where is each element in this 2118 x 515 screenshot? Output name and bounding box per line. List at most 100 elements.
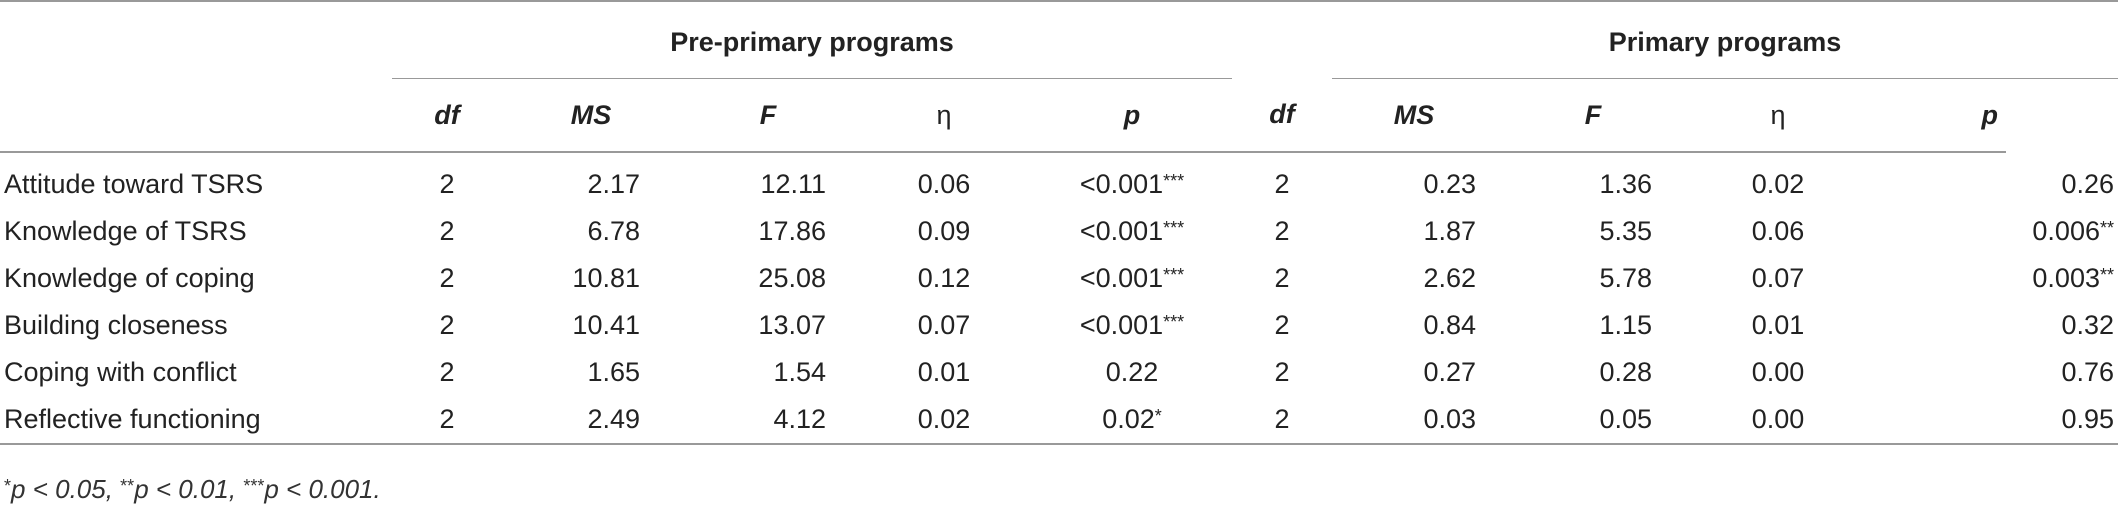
cell-pri-eta: 0.07: [1751, 263, 1805, 293]
cell-pre-p: 0.02*: [1032, 396, 1232, 444]
cell-pre-eta: 0.12: [917, 263, 971, 293]
col-header-pri-df: df: [1232, 78, 1332, 153]
cell-pri-eta: 0.00: [1751, 404, 1805, 434]
col-header-pri-ms: MS: [1332, 78, 1496, 153]
group-header-row: Pre-primary programs Primary programs: [0, 6, 2118, 79]
cell-pri-f: 1.36: [1599, 169, 1652, 199]
group-header-pri: Primary programs: [1332, 6, 2118, 79]
cell-pre-eta: 0.09: [917, 216, 971, 246]
cell-pri-df: 2: [1274, 310, 1290, 340]
cell-pre-ms: 10.81: [572, 263, 640, 293]
cell-pre-p: <0.001***: [1032, 208, 1232, 255]
significance-stars: ***: [1163, 218, 1185, 238]
cell-pre-p: 0.22: [1032, 349, 1232, 396]
cell-pre-f: 17.86: [758, 216, 826, 246]
cell-pre-eta: 0.01: [917, 357, 971, 387]
significance-stars: ***: [1163, 312, 1185, 332]
footnote-star-1: *: [4, 476, 12, 496]
cell-pri-ms: 0.03: [1423, 404, 1476, 434]
cell-pre-f: 12.11: [760, 169, 826, 199]
significance-stars: **: [2099, 265, 2114, 285]
p-value: <0.001: [1079, 263, 1164, 293]
cell-pre-p: <0.001***: [1032, 152, 1232, 208]
cell-pre-p: <0.001***: [1032, 255, 1232, 302]
footnote-text-2: p < 0.01,: [134, 474, 244, 504]
footnote-star-3: ***: [243, 476, 265, 496]
cell-pre-ms: 6.78: [587, 216, 640, 246]
cell-pre-ms: 10.41: [572, 310, 640, 340]
col-header-pre-df: df: [392, 78, 502, 153]
cell-pre-ms: 1.65: [587, 357, 640, 387]
cell-pri-p: 0.95: [1866, 396, 2118, 444]
group-header-pre: Pre-primary programs: [392, 6, 1232, 79]
col-header-pre-eta: η: [856, 78, 1032, 153]
row-label: Attitude toward TSRS: [4, 169, 264, 199]
significance-stars: **: [2099, 218, 2114, 238]
row-label: Knowledge of TSRS: [4, 216, 247, 246]
p-value: <0.001: [1079, 169, 1164, 199]
cell-pri-df: 2: [1274, 357, 1290, 387]
p-value: 0.02: [1102, 404, 1155, 434]
cell-pri-f: 0.28: [1599, 357, 1652, 387]
top-rule: [0, 0, 2118, 6]
col-header-pri-f: F: [1496, 78, 1690, 153]
table-row: Coping with conflict 2 1.65 1.54 0.01 0.…: [0, 349, 2118, 396]
cell-pri-p: 0.32: [1866, 302, 2118, 349]
cell-pri-eta: 0.01: [1751, 310, 1805, 340]
row-label: Coping with conflict: [4, 357, 237, 387]
cell-pre-eta: 0.06: [917, 169, 971, 199]
cell-pre-df: 2: [439, 263, 455, 293]
cell-pri-df: 2: [1274, 404, 1290, 434]
p-value: 0.95: [2061, 404, 2114, 434]
cell-pri-ms: 0.27: [1423, 357, 1476, 387]
table-row: Knowledge of coping 2 10.81 25.08 0.12 <…: [0, 255, 2118, 302]
cell-pre-p: <0.001***: [1032, 302, 1232, 349]
p-value: 0.22: [1105, 357, 1159, 387]
significance-stars: ***: [1163, 265, 1185, 285]
cell-pri-p: 0.76: [1866, 349, 2118, 396]
cell-pre-f: 1.54: [773, 357, 826, 387]
cell-pri-f: 0.05: [1599, 404, 1652, 434]
cell-pri-ms: 2.62: [1423, 263, 1476, 293]
col-header-pre-ms: MS: [502, 78, 680, 153]
p-value: 0.006: [2032, 216, 2100, 246]
cell-pre-f: 4.12: [773, 404, 826, 434]
p-value: 0.76: [2061, 357, 2114, 387]
anova-table: Pre-primary programs Primary programs df…: [0, 0, 2118, 447]
cell-pri-f: 5.35: [1599, 216, 1652, 246]
footnote-text-3: p < 0.001.: [264, 474, 381, 504]
cell-pri-p: 0.006**: [1866, 208, 2118, 255]
table-footnote: *p < 0.05, **p < 0.01, ***p < 0.001.: [4, 474, 381, 505]
cell-pri-eta: 0.06: [1751, 216, 1805, 246]
table-row: Building closeness 2 10.41 13.07 0.07 <0…: [0, 302, 2118, 349]
col-header-pre-p: p: [1032, 78, 1232, 153]
cell-pre-df: 2: [439, 310, 455, 340]
cell-pre-ms: 2.49: [587, 404, 640, 434]
col-header-pri-eta: η: [1690, 78, 1866, 153]
cell-pri-f: 1.15: [1599, 310, 1652, 340]
cell-pri-f: 5.78: [1599, 263, 1652, 293]
cell-pri-p: 0.003**: [1866, 255, 2118, 302]
table-row: Knowledge of TSRS 2 6.78 17.86 0.09 <0.0…: [0, 208, 2118, 255]
cell-pre-ms: 2.17: [587, 169, 640, 199]
table-row: Attitude toward TSRS 2 2.17 12.11 0.06 <…: [0, 152, 2118, 208]
cell-pri-df: 2: [1274, 216, 1290, 246]
cell-pre-df: 2: [439, 216, 455, 246]
cell-pre-f: 13.07: [758, 310, 826, 340]
cell-pri-df: 2: [1274, 169, 1290, 199]
bottom-rule: [0, 443, 2118, 447]
footnote-text-1: p < 0.05,: [11, 474, 121, 504]
p-value: <0.001: [1079, 310, 1164, 340]
col-header-pri-p: p: [1866, 78, 2006, 153]
table-row: Reflective functioning 2 2.49 4.12 0.02 …: [0, 396, 2118, 444]
footnote-star-2: **: [120, 476, 135, 496]
cell-pre-df: 2: [439, 169, 455, 199]
cell-pri-df: 2: [1274, 263, 1290, 293]
cell-pre-eta: 0.07: [917, 310, 971, 340]
cell-pre-eta: 0.02: [917, 404, 971, 434]
column-header-row: df MS F η p df MS F η p: [0, 78, 2118, 153]
significance-stars: *: [1154, 406, 1162, 426]
cell-pri-eta: 0.00: [1751, 357, 1805, 387]
col-header-pre-f: F: [680, 78, 856, 153]
